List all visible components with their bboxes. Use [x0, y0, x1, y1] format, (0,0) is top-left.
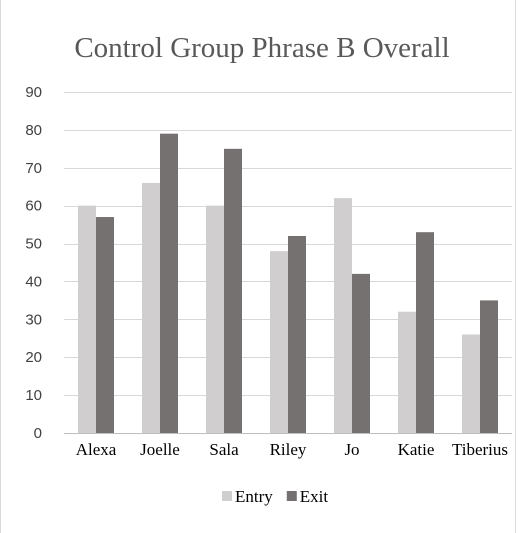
x-category-label: Tiberius [452, 440, 508, 459]
bar-exit-riley [288, 235, 306, 433]
y-tick-label: 90 [25, 84, 42, 101]
y-tick-label: 70 [25, 160, 42, 177]
x-category-label: Alexa [76, 440, 117, 459]
bar-entry-tiberius [462, 334, 480, 433]
category-labels: Alexa Joelle Sala Riley Jo Katie Tiberius [76, 440, 508, 459]
legend-label-exit: Exit [300, 487, 329, 506]
bar-entry-riley [270, 251, 288, 433]
bar-exit-sala [224, 148, 242, 434]
x-category-label: Sala [209, 440, 239, 459]
y-tick-label: 40 [25, 273, 42, 290]
y-tick-label: 60 [25, 198, 42, 215]
axis-layer: 0 10 20 30 40 50 60 70 80 90 [25, 84, 512, 442]
bars-layer [78, 133, 498, 434]
bar-exit-alexa [96, 217, 114, 433]
y-tick-label: 30 [25, 311, 42, 328]
bar-entry-joelle [142, 182, 160, 433]
bar-exit-jo [352, 273, 370, 433]
y-tick-label: 80 [25, 122, 42, 139]
bar-exit-katie [416, 232, 434, 433]
bar-exit-joelle [160, 133, 178, 433]
bar-entry-sala [206, 205, 224, 433]
legend-swatch-entry [222, 491, 232, 501]
legend-swatch-exit [286, 491, 297, 501]
y-tick-label: 10 [25, 387, 42, 404]
x-category-label: Jo [344, 440, 359, 459]
bar-entry-katie [398, 311, 416, 433]
legend-label-entry: Entry [235, 487, 273, 506]
x-category-label: Riley [270, 440, 307, 459]
bar-entry-jo [334, 198, 352, 433]
x-category-label: Katie [398, 440, 435, 459]
legend: Entry Exit [222, 487, 328, 506]
bar-exit-tiberius [480, 300, 498, 433]
y-tick-label: 20 [25, 349, 42, 366]
bar-entry-alexa [78, 205, 96, 433]
chart-title: Control Group Phrase B Overall [74, 32, 449, 64]
y-tick-label: 0 [34, 425, 42, 442]
x-category-label: Joelle [140, 440, 180, 459]
y-tick-label: 50 [25, 236, 42, 253]
